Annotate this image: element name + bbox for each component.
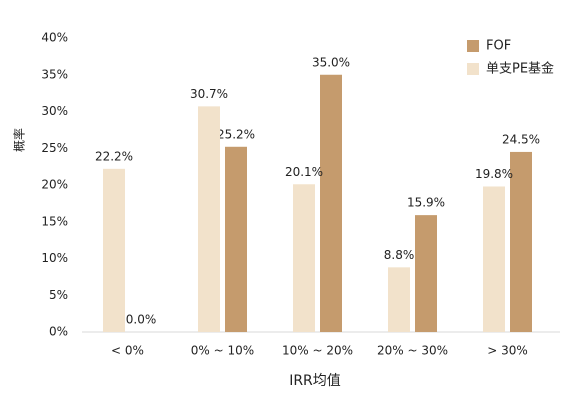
y-tick-label: 15% (41, 214, 68, 228)
value-label: 19.8% (475, 167, 513, 181)
y-tick-label: 0% (49, 325, 68, 339)
bar (103, 168, 125, 332)
y-tick-label: 40% (41, 31, 68, 45)
bar (198, 106, 220, 332)
y-tick-label: 25% (41, 141, 68, 155)
y-tick-label: 5% (49, 288, 68, 302)
legend-label: 单支PE基金 (486, 61, 554, 77)
legend-swatch (467, 40, 479, 52)
bar (483, 186, 505, 332)
x-tick-label: < 0% (111, 344, 144, 358)
x-tick-label: > 30% (487, 344, 528, 358)
y-tick-label: 10% (41, 251, 68, 265)
bar (320, 74, 342, 332)
legend-swatch (467, 63, 479, 75)
y-tick-label: 30% (41, 104, 68, 118)
value-label: 22.2% (95, 149, 133, 163)
value-label: 35.0% (312, 55, 350, 69)
value-label: 24.5% (502, 132, 540, 146)
value-label: 0.0% (126, 313, 157, 327)
x-tick-label: 20% ~ 30% (377, 344, 448, 358)
value-label: 25.2% (217, 127, 255, 141)
bar (415, 215, 437, 332)
value-label: 20.1% (285, 165, 323, 179)
bar (293, 184, 315, 332)
value-label: 15.9% (407, 196, 445, 210)
y-axis-title: 概率 (12, 128, 27, 152)
x-tick-label: 10% ~ 20% (282, 344, 353, 358)
x-tick-label: 0% ~ 10% (191, 344, 254, 358)
bar (225, 146, 247, 332)
x-axis-title: IRR均值 (289, 373, 341, 389)
bar (510, 151, 532, 332)
y-tick-label: 20% (41, 178, 68, 192)
legend-label: FOF (486, 39, 511, 54)
bar (388, 267, 410, 332)
value-label: 8.8% (384, 248, 415, 262)
y-tick-label: 35% (41, 67, 68, 81)
value-label: 30.7% (190, 87, 228, 101)
